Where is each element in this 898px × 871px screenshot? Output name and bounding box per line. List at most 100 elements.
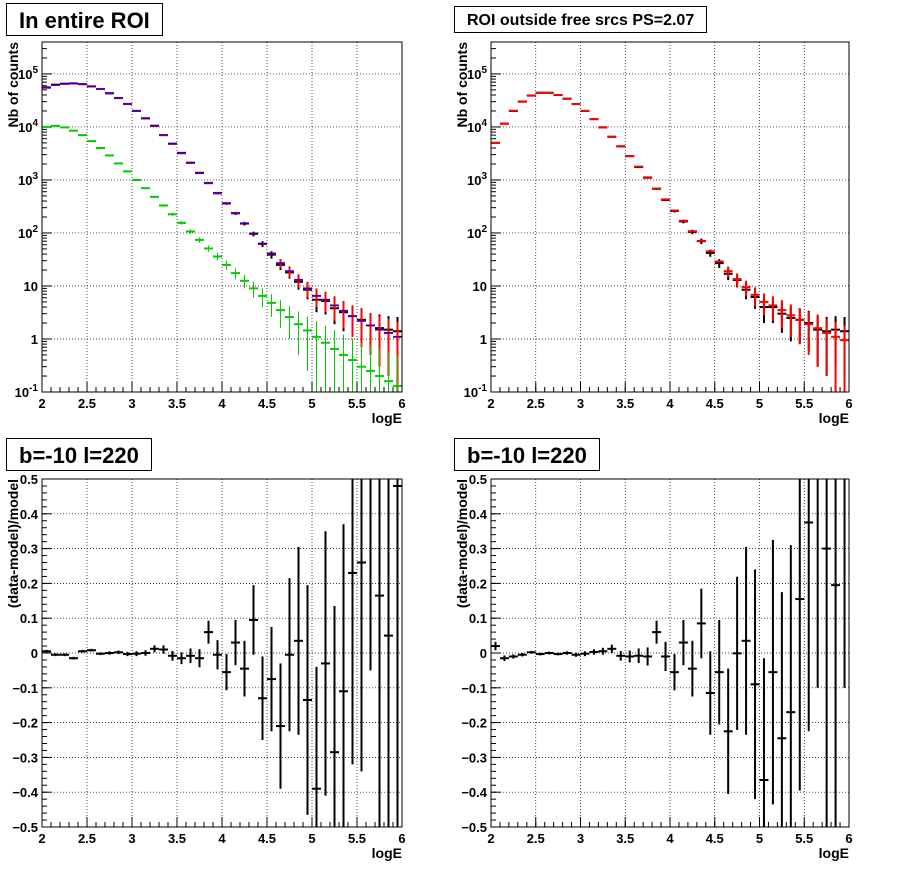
data-point	[132, 178, 141, 181]
data-point	[132, 651, 141, 657]
data-point	[544, 651, 554, 655]
x-tick-label: 5	[308, 831, 315, 846]
y-tick-label: 0	[480, 646, 487, 661]
data-point	[222, 654, 231, 691]
series-residual	[491, 479, 846, 827]
data-point	[491, 641, 500, 651]
x-tick-label: 4	[666, 396, 674, 411]
data-point	[607, 644, 617, 653]
data-point	[768, 296, 778, 321]
data-point	[294, 311, 303, 355]
plot-frame	[490, 41, 850, 393]
data-point	[831, 479, 841, 827]
y-tick-label: −0.1	[461, 681, 487, 696]
x-tick-label: 2	[38, 831, 45, 846]
data-point	[777, 300, 787, 329]
data-point	[78, 134, 87, 137]
data-point	[339, 334, 348, 392]
data-point	[195, 649, 204, 668]
data-point	[786, 545, 796, 827]
data-point	[526, 650, 536, 654]
data-point	[777, 592, 787, 827]
data-point	[78, 649, 87, 653]
y-tick-label: −0.4	[461, 785, 487, 800]
data-point	[616, 650, 626, 661]
data-point	[705, 651, 715, 735]
data-point	[69, 656, 78, 660]
x-tick-label: 5	[756, 396, 763, 411]
x-tick-label: 4	[666, 831, 674, 846]
data-point	[276, 300, 285, 329]
y-tick-label: 1	[31, 332, 38, 347]
x-tick-label: 6	[845, 396, 852, 411]
data-point	[553, 652, 563, 656]
data-point	[303, 585, 312, 815]
plot-3: 2 2.5 3 3.5 4 4.5 5 5.5 6 −0.5 −0.4 −0.3 −0.2 −0.1 0 0.…	[5, 472, 406, 861]
x-axis-label: logE	[819, 410, 849, 426]
data-point	[714, 619, 724, 725]
data-point	[759, 293, 769, 316]
x-tick-label: 4.5	[706, 831, 724, 846]
data-point	[204, 620, 213, 644]
data-point	[105, 154, 114, 157]
data-point	[150, 645, 159, 653]
data-point	[393, 355, 402, 392]
data-point	[634, 648, 644, 664]
y-tick-label: 10-1	[15, 383, 39, 400]
data-point	[285, 305, 294, 339]
data-point	[357, 342, 366, 392]
data-point	[741, 280, 751, 297]
y-tick-label: −0.5	[12, 820, 38, 835]
data-point	[517, 653, 527, 657]
data-point	[114, 162, 123, 165]
data-point	[571, 652, 581, 657]
x-tick-label: 3	[128, 396, 135, 411]
x-tick-label: 2.5	[78, 831, 96, 846]
data-point	[96, 147, 105, 150]
x-tick-label: 4.5	[258, 831, 276, 846]
x-tick-label: 3.5	[168, 831, 186, 846]
data-point	[339, 524, 348, 827]
data-point	[285, 578, 294, 732]
data-point	[303, 316, 312, 371]
data-point	[159, 645, 168, 654]
data-point	[562, 651, 572, 655]
data-point	[670, 654, 679, 691]
y-tick-label: 103	[18, 171, 38, 188]
x-tick-label: 5	[308, 396, 315, 411]
data-point	[195, 237, 204, 243]
y-axis-label: Nb of counts	[5, 42, 21, 128]
y-tick-label: 10-1	[464, 383, 488, 400]
x-tick-label: 3.5	[168, 396, 186, 411]
data-point	[795, 479, 805, 791]
data-point	[258, 656, 267, 740]
data-point	[732, 576, 742, 730]
x-tick-label: 6	[398, 396, 405, 411]
x-tick-label: 5.5	[795, 831, 813, 846]
y-tick-label: −0.1	[12, 681, 38, 696]
y-tick-label: 0.5	[20, 472, 38, 487]
data-point	[643, 647, 653, 666]
x-tick-label: 3.5	[616, 396, 634, 411]
data-point	[375, 348, 384, 392]
data-point	[348, 479, 357, 765]
data-point	[366, 345, 375, 392]
data-point	[87, 648, 96, 652]
x-tick-label: 5	[756, 831, 763, 846]
x-tick-label: 2	[487, 396, 494, 411]
data-point	[786, 304, 796, 337]
data-point	[267, 626, 276, 732]
y-tick-label: 10	[473, 279, 487, 294]
x-tick-label: 4	[218, 396, 226, 411]
x-axis-label: logE	[819, 845, 849, 861]
data-point	[60, 653, 69, 657]
data-point	[804, 479, 814, 732]
y-axis-label: (data-model)/model	[5, 479, 21, 608]
data-point	[114, 650, 123, 655]
data-point	[231, 268, 240, 280]
y-tick-label: 0.4	[469, 507, 488, 522]
y-axis-label: (data-model)/model	[454, 479, 470, 608]
data-point	[678, 619, 688, 666]
data-point	[213, 252, 222, 261]
y-tick-label: 103	[467, 171, 487, 188]
